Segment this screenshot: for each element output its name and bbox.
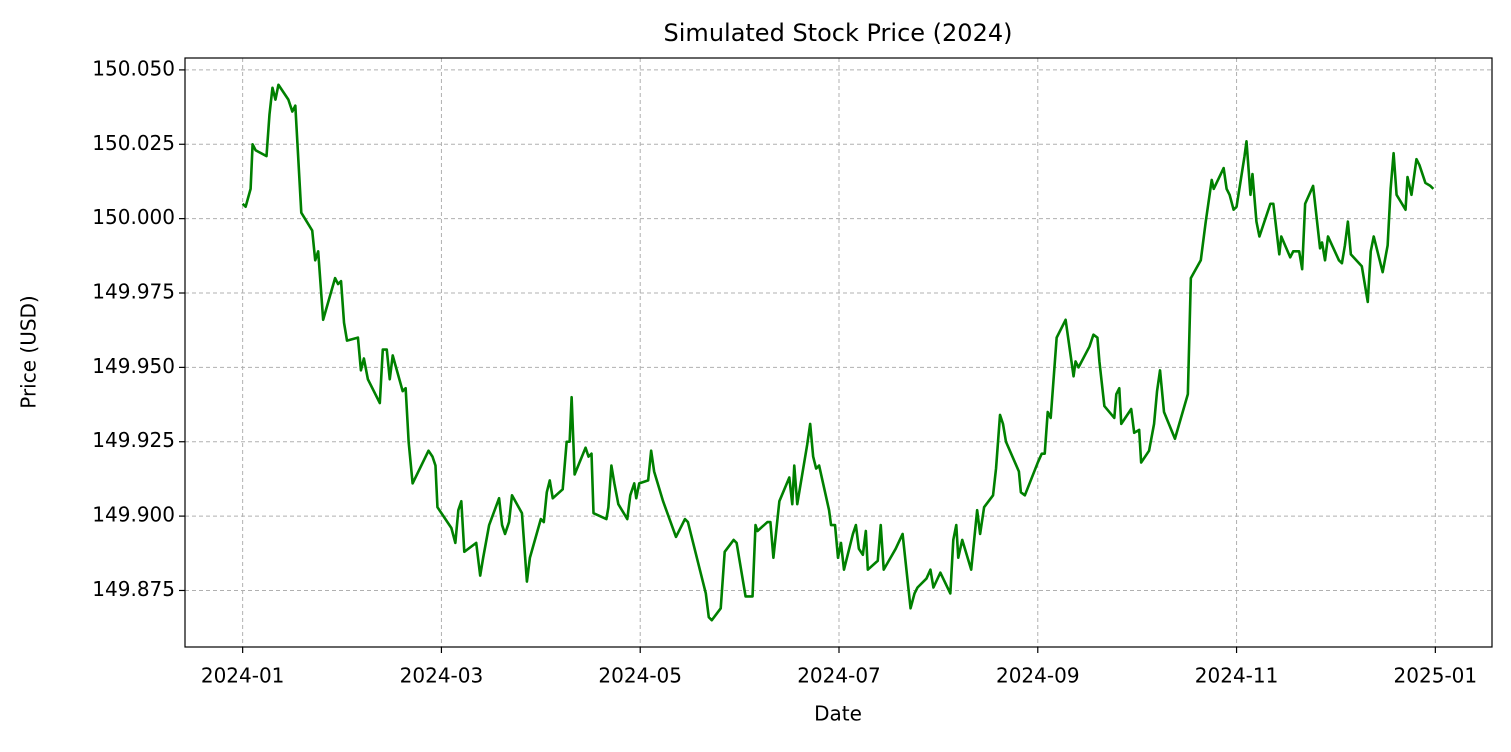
chart-title: Simulated Stock Price (2024) xyxy=(664,19,1013,47)
price-line xyxy=(241,83,1435,622)
x-tick-label: 2024-07 xyxy=(797,664,881,688)
x-tick-label: 2024-11 xyxy=(1195,664,1279,688)
y-tick-label: 149.950 xyxy=(92,354,175,378)
grid xyxy=(185,58,1492,647)
x-tick-label: 2024-05 xyxy=(598,664,682,688)
y-tick-label: 150.000 xyxy=(92,205,175,229)
y-tick-label: 149.875 xyxy=(92,577,175,601)
x-tick-label: 2024-01 xyxy=(201,664,285,688)
y-tick-label: 149.925 xyxy=(92,428,175,452)
y-axis-label: Price (USD) xyxy=(17,295,41,409)
x-tick-label: 2024-09 xyxy=(996,664,1080,688)
x-axis-label: Date xyxy=(814,702,862,726)
y-tick-label: 149.900 xyxy=(92,503,175,527)
y-tick-label: 150.025 xyxy=(92,131,175,155)
y-tick-label: 149.975 xyxy=(92,280,175,304)
plot-area xyxy=(241,83,1435,622)
y-tick-label: 150.050 xyxy=(92,56,175,80)
x-tick-label: 2024-03 xyxy=(400,664,484,688)
x-tick-label: 2025-01 xyxy=(1394,664,1478,688)
